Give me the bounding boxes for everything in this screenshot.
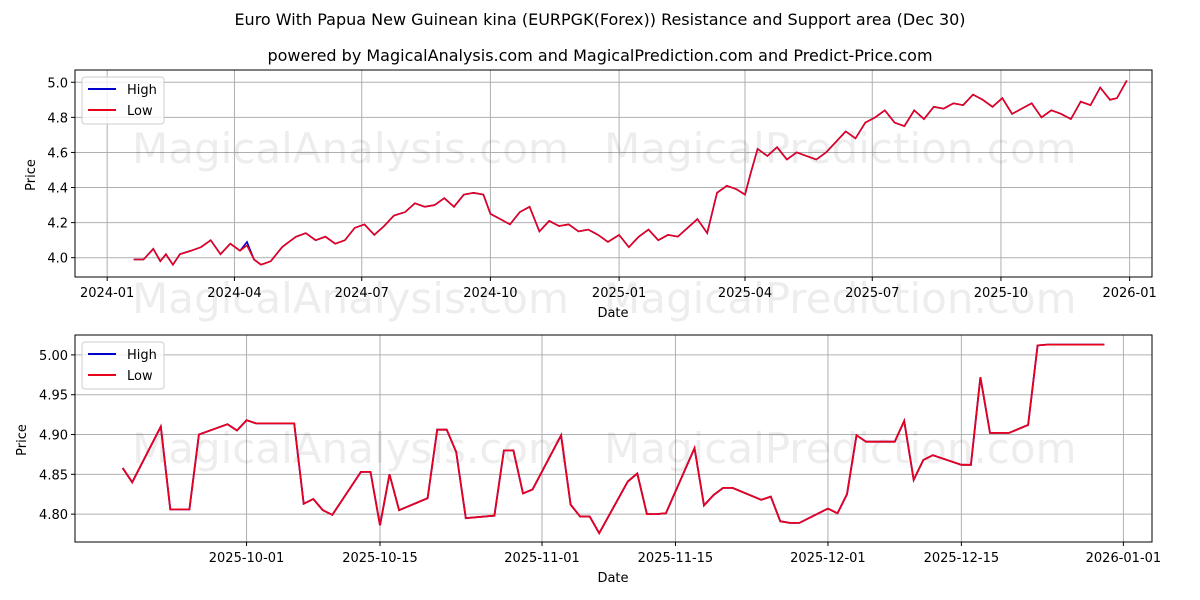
x-tick-label: 2025-10-15: [342, 551, 418, 566]
x-tick-label: 2025-11-01: [504, 551, 580, 566]
x-tick-label: 2024-04: [207, 286, 261, 301]
x-tick-label: 2025-07: [845, 286, 899, 301]
top-y-axis: 4.0 4.2 4.4 4.6 4.8 5.0: [47, 76, 75, 267]
bottom-x-axis: 2025-10-01 2025-10-15 2025-11-01 2025-11-15…: [209, 542, 1161, 566]
legend-low-label: Low: [127, 369, 153, 384]
legend-high-label: High: [127, 83, 157, 98]
y-tick-label: 5.00: [39, 349, 68, 364]
bottom-plot-frame: [74, 334, 1153, 543]
bottom-low-series-line: [121, 343, 1105, 536]
x-tick-label: 2025-12-01: [790, 551, 866, 566]
top-plot-frame: [74, 69, 1153, 278]
y-tick-label: 4.6: [47, 146, 68, 161]
x-tick-label: 2026-01: [1102, 286, 1156, 301]
x-tick-label: 2025-10-01: [209, 551, 285, 566]
x-tick-label: 2024-01: [80, 286, 134, 301]
watermark-mid-right: MagicalPrediction.com: [604, 274, 1077, 323]
watermark-top-left: MagicalAnalysis.com: [132, 124, 569, 173]
x-tick-label: 2024-10: [463, 286, 517, 301]
bottom-chart-recent-zoom: MagicalAnalysis.com MagicalPrediction.co…: [15, 334, 1161, 586]
top-low-series-line: [133, 80, 1128, 267]
y-tick-label: 4.2: [47, 217, 68, 232]
x-tick-label: 2025-12-15: [924, 551, 1000, 566]
y-tick-label: 4.0: [47, 252, 68, 267]
top-y-axis-label: Price: [24, 159, 39, 191]
y-tick-label: 4.8: [47, 111, 68, 126]
top-chart-full-history: MagicalAnalysis.com MagicalPrediction.co…: [24, 69, 1157, 323]
x-tick-label: 2024-07: [335, 286, 389, 301]
bottom-y-axis: 4.80 4.85 4.90 4.95 5.00: [39, 349, 75, 523]
top-x-axis: 2024-01 2024-04 2024-07 2024-10 2025-01 2025-…: [80, 277, 1157, 301]
x-tick-label: 2025-11-15: [638, 551, 714, 566]
legend-high-label: High: [127, 348, 157, 363]
y-tick-label: 4.4: [47, 182, 68, 197]
top-legend: High Low: [81, 76, 165, 125]
y-tick-label: 4.80: [39, 508, 68, 523]
watermark-bottom-right: MagicalPrediction.com: [604, 424, 1077, 473]
x-tick-label: 2025-10: [974, 286, 1028, 301]
y-tick-label: 4.90: [39, 429, 68, 444]
x-tick-label: 2025-01: [592, 286, 646, 301]
top-x-axis-label: Date: [597, 306, 628, 321]
chart-subtitle: powered by MagicalAnalysis.com and Magic…: [267, 46, 933, 65]
top-gridlines: [75, 70, 1152, 277]
y-tick-label: 4.95: [39, 389, 68, 404]
bottom-x-axis-label: Date: [597, 571, 628, 586]
x-tick-label: 2025-04: [718, 286, 772, 301]
bottom-y-axis-label: Price: [15, 424, 30, 456]
bottom-gridlines: [75, 335, 1152, 542]
watermark-mid-left: MagicalAnalysis.com: [132, 274, 569, 323]
y-tick-label: 5.0: [47, 76, 68, 91]
y-tick-label: 4.85: [39, 468, 68, 483]
legend-low-label: Low: [127, 104, 153, 119]
chart-title: Euro With Papua New Guinean kina (EURPGK…: [234, 10, 966, 29]
x-tick-label: 2026-01-01: [1086, 551, 1162, 566]
bottom-legend: High Low: [81, 341, 165, 390]
watermark-top-right: MagicalPrediction.com: [604, 124, 1077, 173]
